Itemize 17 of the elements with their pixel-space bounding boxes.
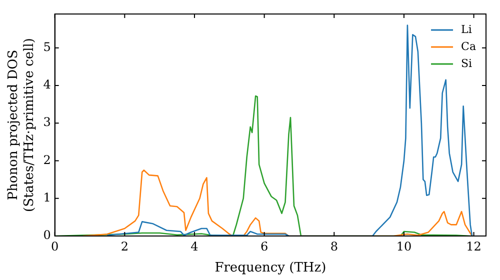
x-tick-label: 6 <box>260 239 268 254</box>
x-tick-label: 4 <box>190 239 199 254</box>
legend-label: Ca <box>461 40 476 53</box>
x-axis-title: Frequency (THz) <box>214 260 326 276</box>
y-tick-label: 0 <box>43 228 51 242</box>
y-tick-label: 4 <box>43 78 52 92</box>
legend-label: Si <box>461 56 473 70</box>
y-tick-label: 5 <box>43 40 51 54</box>
x-tick-label: 2 <box>120 239 128 254</box>
x-tick-label: 12 <box>466 239 482 254</box>
legend-label: Li <box>461 22 472 36</box>
x-tick-label: 8 <box>330 239 338 254</box>
y-tick-label: 1 <box>43 190 51 204</box>
y-axis-title: Phonon projected DOS (States/THz·primitive cell) <box>6 38 37 212</box>
x-tick-label: 10 <box>396 239 412 254</box>
y-tick-label: 3 <box>43 115 51 130</box>
y-tick-label: 2 <box>43 152 51 167</box>
